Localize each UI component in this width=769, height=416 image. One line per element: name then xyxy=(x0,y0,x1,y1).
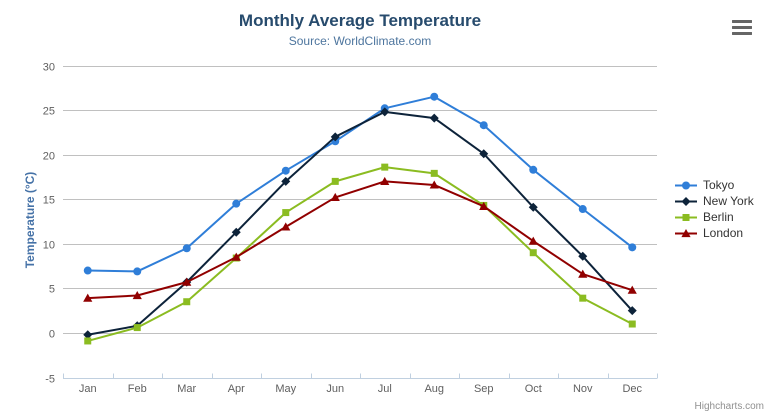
data-point-diamond[interactable] xyxy=(528,202,538,212)
series-new-york xyxy=(83,107,637,340)
legend-item-berlin[interactable]: Berlin xyxy=(674,209,754,225)
legend-label: London xyxy=(703,226,744,240)
data-point-circle[interactable] xyxy=(682,181,690,189)
data-point-triangle[interactable] xyxy=(231,252,241,261)
x-axis-label: Oct xyxy=(525,383,542,395)
y-axis-label: 20 xyxy=(43,151,55,163)
data-point-square[interactable] xyxy=(282,209,290,217)
data-point-square[interactable] xyxy=(682,213,690,221)
series-london xyxy=(83,176,637,302)
data-point-square[interactable] xyxy=(331,177,339,185)
data-point-square[interactable] xyxy=(84,337,92,345)
data-point-diamond[interactable] xyxy=(231,227,241,237)
series-line xyxy=(86,95,634,273)
data-point-triangle[interactable] xyxy=(429,180,439,189)
legend-symbol xyxy=(675,181,697,189)
data-point-circle[interactable] xyxy=(578,205,587,214)
hamburger-bar xyxy=(732,20,752,23)
data-point-diamond[interactable] xyxy=(578,251,588,261)
data-point-circle[interactable] xyxy=(628,243,637,252)
data-point-triangle[interactable] xyxy=(182,277,192,286)
data-point-circle[interactable] xyxy=(479,121,488,130)
x-axis-label: Jun xyxy=(326,383,344,395)
data-point-triangle[interactable] xyxy=(627,285,637,294)
x-axis-label: Aug xyxy=(424,383,444,395)
data-point-square[interactable] xyxy=(628,320,636,328)
data-point-circle[interactable] xyxy=(133,267,142,276)
y-axis-label: 0 xyxy=(49,329,55,341)
x-axis-label: Jan xyxy=(79,383,97,395)
y-axis-label: 30 xyxy=(43,62,55,74)
data-point-triangle[interactable] xyxy=(380,176,390,185)
data-point-diamond[interactable] xyxy=(380,107,390,117)
data-point-triangle[interactable] xyxy=(578,269,588,278)
data-point-triangle[interactable] xyxy=(132,290,142,300)
data-point-square[interactable] xyxy=(430,169,438,177)
data-point-circle[interactable] xyxy=(83,266,92,275)
chart-subtitle: Source: WorldClimate.com xyxy=(288,34,432,48)
legend-item-tokyo[interactable]: Tokyo xyxy=(674,177,754,193)
legend-label: Berlin xyxy=(703,210,734,224)
data-point-square[interactable] xyxy=(579,294,587,302)
series-line xyxy=(86,180,634,300)
data-point-diamond[interactable] xyxy=(83,330,93,340)
x-axis-label: Apr xyxy=(228,383,245,395)
hamburger-bar xyxy=(732,32,752,35)
data-point-circle[interactable] xyxy=(281,166,290,175)
legend-label: Tokyo xyxy=(703,178,735,192)
data-point-diamond[interactable] xyxy=(681,196,691,206)
hamburger-bar xyxy=(732,26,752,29)
x-axis-label: Mar xyxy=(177,383,196,395)
y-axis-label: 10 xyxy=(43,240,55,252)
y-axis-label: 15 xyxy=(43,195,55,207)
data-point-triangle[interactable] xyxy=(330,192,340,202)
series-line xyxy=(86,110,634,336)
data-point-diamond[interactable] xyxy=(627,306,637,316)
series-tokyo xyxy=(83,92,637,276)
legend: Tokyo New York Berlin London xyxy=(674,177,754,241)
y-axis-label: -5 xyxy=(45,374,55,386)
y-axis-label: 25 xyxy=(43,106,55,118)
data-point-square[interactable] xyxy=(133,324,141,332)
x-axis-label: Nov xyxy=(573,383,593,395)
legend-symbol xyxy=(675,228,697,237)
y-axis-label: 5 xyxy=(49,284,55,296)
data-point-triangle[interactable] xyxy=(281,222,291,231)
x-axis-label: Dec xyxy=(622,383,642,395)
legend-label: New York xyxy=(703,194,754,208)
data-point-circle[interactable] xyxy=(182,244,191,253)
data-point-circle[interactable] xyxy=(430,92,439,101)
x-axis-label: Feb xyxy=(128,383,147,395)
legend-item-new-york[interactable]: New York xyxy=(674,193,754,209)
data-point-diamond[interactable] xyxy=(281,176,291,186)
data-point-square[interactable] xyxy=(381,163,389,171)
data-point-diamond[interactable] xyxy=(330,132,340,142)
series-line xyxy=(86,166,634,342)
legend-item-london[interactable]: London xyxy=(674,225,754,241)
data-point-circle[interactable] xyxy=(232,199,241,208)
credits-link[interactable]: Highcharts.com xyxy=(694,401,764,412)
data-point-diamond[interactable] xyxy=(429,113,439,123)
data-point-square[interactable] xyxy=(183,298,191,306)
data-point-triangle[interactable] xyxy=(479,201,489,210)
legend-symbol xyxy=(675,213,697,221)
x-axis-label: Sep xyxy=(474,383,494,395)
data-point-circle[interactable] xyxy=(529,165,538,174)
data-point-diamond[interactable] xyxy=(479,149,489,159)
hamburger-menu-icon[interactable] xyxy=(732,20,752,35)
data-point-square[interactable] xyxy=(529,249,537,257)
data-point-triangle[interactable] xyxy=(681,228,691,237)
chart-title: Monthly Average Temperature xyxy=(238,11,482,30)
x-axis-label: Jul xyxy=(378,383,392,395)
legend-symbol xyxy=(675,196,697,206)
data-point-triangle[interactable] xyxy=(528,236,538,245)
data-point-triangle[interactable] xyxy=(83,293,93,302)
x-axis-label: May xyxy=(275,383,296,395)
